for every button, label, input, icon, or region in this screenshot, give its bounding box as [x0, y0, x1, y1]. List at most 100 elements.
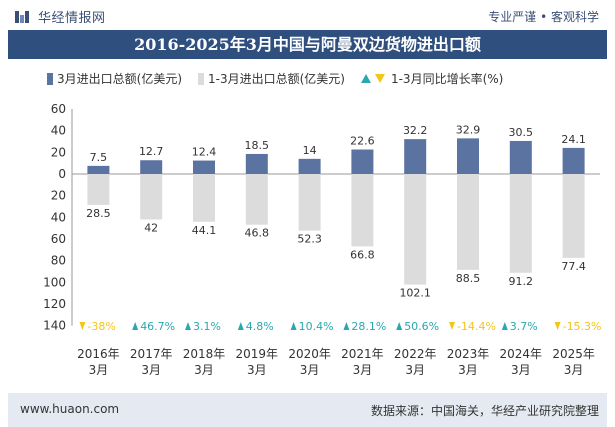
growth-down-icon [79, 322, 86, 330]
bar-monthly [87, 165, 110, 174]
bar-cumulative-label: 42 [144, 221, 158, 234]
bar-cumulative-label: 52.3 [297, 233, 322, 246]
bar-monthly [193, 160, 215, 174]
x-tick-label: 2020年 [288, 347, 331, 361]
bar-cumulative-label: 28.5 [86, 207, 111, 220]
bar-cumulative-label: 66.8 [350, 248, 375, 261]
y-tick-label: 40 [51, 124, 66, 138]
bar-cumulative [87, 174, 110, 205]
growth-rate-label: 50.6% [404, 320, 439, 333]
bar-cumulative [404, 174, 427, 285]
x-tick-label: 2022年 [394, 347, 437, 361]
bar-monthly-label: 12.7 [139, 145, 164, 158]
growth-rate-label: -38% [87, 320, 115, 333]
triangle-up-icon [360, 74, 371, 83]
y-tick-label: 140 [43, 319, 66, 333]
bar-monthly-label: 32.9 [456, 123, 481, 136]
bar-monthly [245, 153, 268, 174]
x-tick-label: 3月 [89, 363, 109, 377]
x-tick-label: 2019年 [236, 347, 279, 361]
legend-label-cumulative: 1-3月进出口总额(亿美元) [208, 72, 345, 86]
footer-source: 数据来源：中国海关，华经产业研究院整理 [370, 404, 599, 418]
growth-down-icon [554, 322, 561, 330]
x-tick-label: 3月 [458, 363, 478, 377]
x-tick-label: 3月 [564, 363, 584, 377]
y-tick-label: 120 [43, 297, 66, 311]
legend-label-monthly: 3月进出口总额(亿美元) [57, 72, 182, 86]
growth-rate-label: 3.1% [193, 320, 221, 333]
growth-up-icon [501, 322, 508, 330]
bar-monthly-label: 24.1 [561, 133, 586, 146]
bar-cumulative-label: 77.4 [561, 260, 586, 273]
x-tick-label: 3月 [511, 363, 531, 377]
footer-url[interactable]: www.huaon.com [20, 402, 120, 416]
y-tick-label: 60 [51, 102, 66, 116]
legend-item-growth: 1-3月同比增长率(%) [360, 70, 504, 87]
x-tick-label: 3月 [353, 363, 373, 377]
bar-cumulative [351, 174, 374, 247]
x-tick-label: 2021年 [341, 347, 384, 361]
y-tick-label: 0 [58, 167, 66, 181]
triangle-down-icon [374, 74, 385, 83]
growth-up-icon [343, 322, 350, 330]
growth-up-icon [132, 322, 139, 330]
legend: 3月进出口总额(亿美元) 1-3月进出口总额(亿美元) 1-3月同比增长率(%) [47, 70, 519, 87]
growth-rate-label: 3.7% [510, 320, 538, 333]
bar-cumulative [298, 174, 321, 231]
growth-down-icon [449, 322, 455, 330]
bar-cumulative [140, 174, 163, 220]
bar-cumulative-label: 91.2 [509, 275, 534, 288]
growth-up-icon [396, 322, 403, 330]
bar-cumulative-label: 44.1 [192, 224, 217, 237]
x-tick-label: 2017年 [130, 347, 173, 361]
growth-rate-label: 46.7% [140, 320, 175, 333]
bar-monthly [562, 147, 585, 174]
bar-monthly-label: 12.4 [192, 146, 217, 159]
bar-cumulative [457, 174, 479, 270]
bar-cumulative [562, 174, 585, 258]
legend-swatch-monthly [47, 72, 53, 85]
bar-monthly-label: 18.5 [245, 139, 270, 152]
y-tick-label: 40 [51, 210, 66, 224]
bar-cumulative [509, 174, 532, 273]
bar-cumulative [245, 174, 268, 225]
brand[interactable]: 华经情报网 [14, 7, 106, 26]
x-tick-label: 3月 [247, 363, 267, 377]
x-tick-label: 3月 [194, 363, 214, 377]
bar-monthly-label: 7.5 [90, 151, 108, 164]
legend-label-growth: 1-3月同比增长率(%) [390, 72, 504, 86]
x-tick-label: 2025年 [552, 347, 595, 361]
bar-cumulative-label: 88.5 [456, 272, 481, 285]
bar-cumulative-label: 102.1 [399, 287, 431, 300]
growth-rate-label: -14.4% [457, 320, 496, 333]
growth-up-icon [237, 322, 244, 330]
x-tick-label: 3月 [405, 363, 425, 377]
legend-item-cumulative: 1-3月进出口总额(亿美元) [198, 70, 345, 87]
growth-up-icon [290, 322, 297, 330]
x-tick-label: 2024年 [500, 347, 543, 361]
growth-up-icon [185, 322, 191, 330]
y-tick-label: 60 [51, 232, 66, 246]
bar-monthly [351, 149, 374, 174]
bar-monthly [404, 139, 427, 174]
x-tick-label: 3月 [141, 363, 161, 377]
bar-monthly-label: 22.6 [350, 135, 375, 148]
bar-monthly [509, 140, 532, 174]
bar-monthly-label: 32.2 [403, 124, 428, 137]
bar-cumulative [193, 174, 215, 222]
bar-monthly-label: 30.5 [509, 126, 534, 139]
tagline: 专业严谨 • 客观科学 [488, 10, 599, 24]
y-tick-label: 100 [43, 275, 66, 289]
bar-cumulative-label: 46.8 [245, 227, 270, 240]
bar-monthly [457, 138, 479, 174]
x-tick-label: 2016年 [77, 347, 120, 361]
top-bar: 华经情报网 专业严谨 • 客观科学 [0, 0, 615, 30]
bar-monthly [298, 158, 321, 174]
growth-rate-label: 28.1% [351, 320, 386, 333]
y-tick-label: 20 [51, 145, 66, 159]
x-tick-label: 2023年 [447, 347, 490, 361]
legend-swatch-cumulative [198, 72, 204, 85]
growth-rate-label: 10.4% [299, 320, 334, 333]
